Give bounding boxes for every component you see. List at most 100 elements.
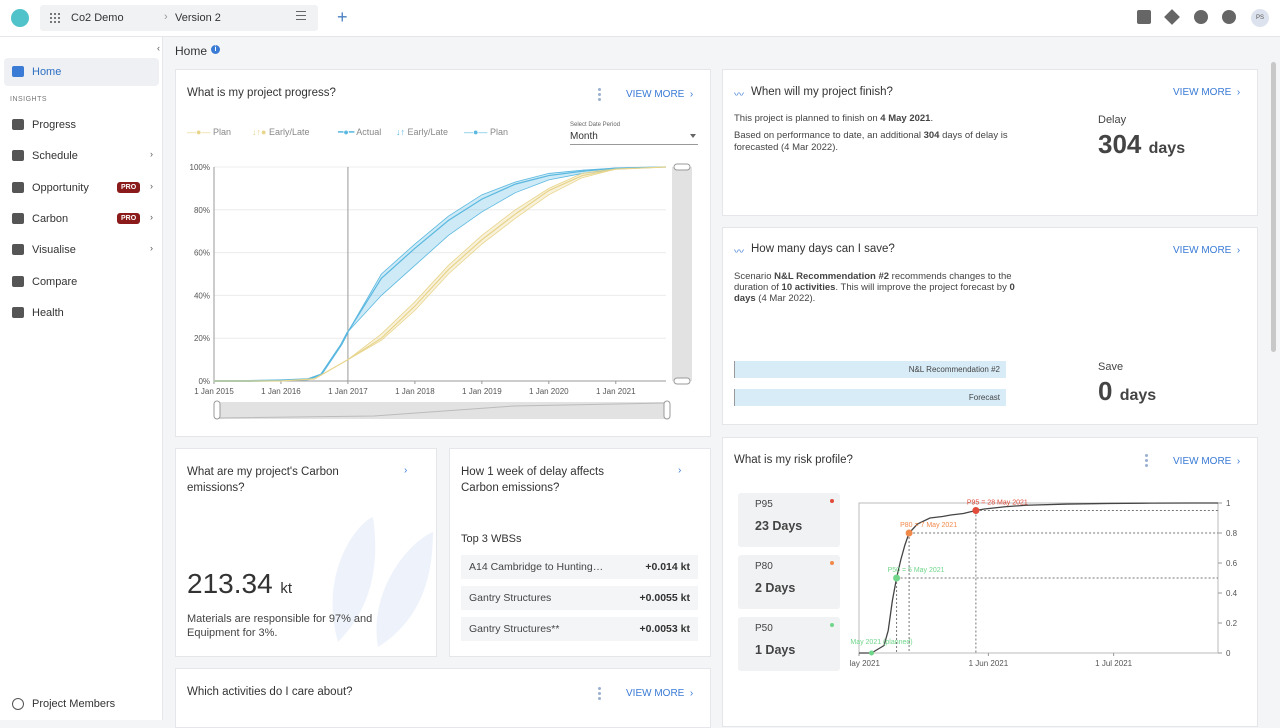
eye-icon [12,244,24,255]
activities-card [175,668,711,728]
sidebar-section-label: INSIGHTS [10,96,48,103]
pro-badge: PRO [117,182,141,193]
delay-value: 304 days [1098,129,1185,160]
table-row[interactable]: Gantry Structures +0.0055 kt [461,586,698,610]
risk-value: 2 Days [755,581,796,595]
layers-icon[interactable] [1164,9,1180,25]
text: days [734,293,756,304]
project-selector[interactable]: Co2 Demo › Version 2 [40,5,318,31]
text: days of delay is [939,130,1008,141]
text: duration of [734,282,782,293]
sidebar-item-label: Schedule [32,150,78,162]
percentile-label: P50 = 5 May 2021 [888,567,945,574]
avatar[interactable]: PS [1251,9,1269,27]
members-icon [12,698,24,710]
save-card-title: How many days can I save? [751,243,895,255]
x-tick-label: 1 Jan 2018 [395,387,435,396]
apps-grid-icon [50,13,60,23]
legend-item-plan[interactable]: —●— Plan [187,127,231,137]
carbon-details-button[interactable]: › [404,465,408,476]
save-description: Scenario N&L Recommendation #2 recommend… [734,271,1064,304]
sidebar-item-visualise[interactable]: Visualise › [4,236,159,264]
page-scrollbar[interactable] [1271,62,1276,352]
view-more-button[interactable]: VIEW MORE › [1173,245,1240,256]
y-tick-label: 0% [198,377,210,386]
early-late-icon: ↓↑● [252,127,267,137]
legend-item-plan-forecast[interactable]: —●— Plan [464,127,508,137]
sidebar-item-progress[interactable]: Progress [4,111,159,139]
x-tick-label: 1 Jan 2015 [194,387,234,396]
y-tick-label: 0.6 [1226,559,1238,568]
sidebar-item-health[interactable]: Health [4,299,159,327]
table-row[interactable]: Gantry Structures** +0.0053 kt [461,617,698,641]
wbs-name: Gantry Structures** [469,623,560,635]
legend-label: Early/Late [268,127,310,137]
menu-icon[interactable] [296,11,306,20]
scenario-bar-label: N&L Recommendation #2 [908,365,1000,374]
risk-box-p80[interactable]: P80 2 Days [738,555,840,609]
progress-icon [12,119,24,130]
title-line: Carbon emissions? [461,482,560,494]
early-late-band [347,166,667,333]
brand-logo-icon[interactable] [11,9,29,27]
legend-item-actual[interactable]: ━●━ Actual [338,127,381,138]
text: Based on performance to date, an additio… [734,130,924,141]
sidebar-item-schedule[interactable]: Schedule › [4,142,159,170]
save-unit: days [1119,387,1157,404]
date-period-select[interactable]: Month [570,131,698,145]
range-preview-line [217,402,667,419]
forecast-bar[interactable]: Forecast [734,389,1006,406]
more-options-icon[interactable] [1145,454,1148,467]
risk-box-p50[interactable]: P50 1 Days [738,617,840,671]
sidebar-item-carbon[interactable]: Carbon PRO › [4,205,159,233]
view-more-button[interactable]: VIEW MORE › [626,89,693,100]
more-options-icon[interactable] [598,687,601,700]
text: This project is planned to finish on [734,113,881,124]
sidebar-item-compare[interactable]: Compare [4,268,159,296]
sidebar-item-home[interactable]: Home [4,58,159,86]
legend-item-early-late[interactable]: ↓↑ Early/Late [396,127,448,137]
chevron-right-icon: › [689,89,694,100]
view-more-button[interactable]: VIEW MORE › [1173,456,1240,467]
table-row[interactable]: A14 Cambridge to Huntingdon +0.014 kt [461,555,698,579]
risk-value: 23 Days [755,519,803,533]
home-icon [12,66,24,77]
series-line [347,166,667,333]
box-icon[interactable] [1137,10,1151,24]
pro-badge: PRO [117,213,141,224]
sidebar-item-label: Compare [32,276,78,288]
chevron-right-icon: › [1236,87,1241,98]
early-late-icon: ↓↑ [396,127,405,137]
telescope-icon [12,182,24,193]
delay-days: 304 [923,130,940,141]
project-members-link[interactable]: Project Members [4,695,159,715]
activity-count: 10 activities [781,282,836,293]
scenario-bar[interactable]: N&L Recommendation #2 [734,361,1006,378]
top-wbs-heading: Top 3 WBSs [461,533,522,545]
help-chat-icon[interactable] [1222,10,1236,24]
sidebar-item-label: Opportunity [32,182,89,194]
add-project-button[interactable]: + [337,7,348,27]
baseline-plan-icon: —●— [187,127,211,137]
text: Scenario [734,271,775,282]
view-more-button[interactable]: VIEW MORE › [1173,87,1240,98]
version-name: Version 2 [175,12,221,24]
more-options-icon[interactable] [598,88,601,101]
page-title: Home [175,44,208,58]
delay-details-button[interactable]: › [678,465,682,476]
text: Equipment for 3%. [187,627,278,639]
save-label: Save [1098,361,1124,373]
view-more-button[interactable]: VIEW MORE › [626,688,693,699]
status-dot-icon [830,499,834,503]
gear-icon[interactable] [1194,10,1208,24]
collapse-sidebar-icon[interactable]: ‹ [157,43,160,53]
info-icon[interactable]: i [211,45,220,54]
risk-box-p95[interactable]: P95 23 Days [738,493,840,547]
finish-card-title: When will my project finish? [751,86,893,98]
y-tick-label: 1 [1226,499,1231,508]
carbon-value: 213.34 kt [187,568,292,600]
sidebar-item-opportunity[interactable]: Opportunity PRO › [4,174,159,202]
legend-item-early-late-baseline[interactable]: ↓↑● Early/Late [252,127,309,137]
carbon-number: 213.34 [187,568,273,599]
text: recommends changes to the [889,271,1012,282]
